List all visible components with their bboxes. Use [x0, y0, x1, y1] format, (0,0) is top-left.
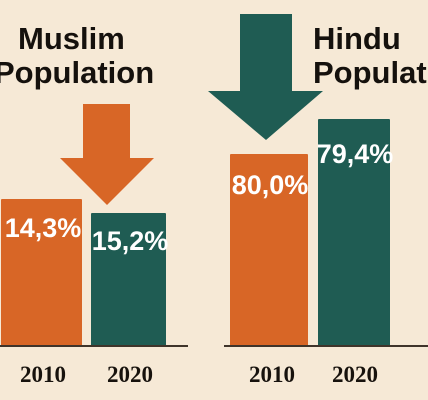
hindu-2020-value-label: 79,4% [317, 139, 394, 169]
hindu-2010-value-label: 80,0% [232, 170, 309, 200]
hindu-population-title-line-2: Population [313, 55, 428, 90]
muslim-2010-tick-label: 2010 [20, 362, 66, 387]
hindu-down-arrow-icon [208, 14, 323, 140]
muslim-population-title-line-1: Muslim [18, 21, 125, 56]
hindu-2020-bar [318, 119, 390, 346]
hindu-down-arrow-shape [208, 14, 323, 140]
muslim-down-arrow-shape [60, 104, 154, 205]
muslim-2020-tick-label: 2020 [107, 362, 153, 387]
muslim-population-title-line-2: Population [0, 55, 154, 90]
hindu-2010-tick-label: 2010 [249, 362, 295, 387]
muslim-2020-bar [91, 213, 166, 346]
hindu-population-title-line-1: Hindu [313, 21, 401, 56]
hindu-2020-tick-label: 2020 [332, 362, 378, 387]
muslim-2010-value-label: 14,3% [5, 213, 82, 243]
muslim-down-arrow-icon [60, 104, 154, 205]
hindu-2010-bar [230, 154, 308, 346]
muslim-2010-bar [1, 199, 82, 346]
muslim-2020-value-label: 15,2% [92, 226, 169, 256]
